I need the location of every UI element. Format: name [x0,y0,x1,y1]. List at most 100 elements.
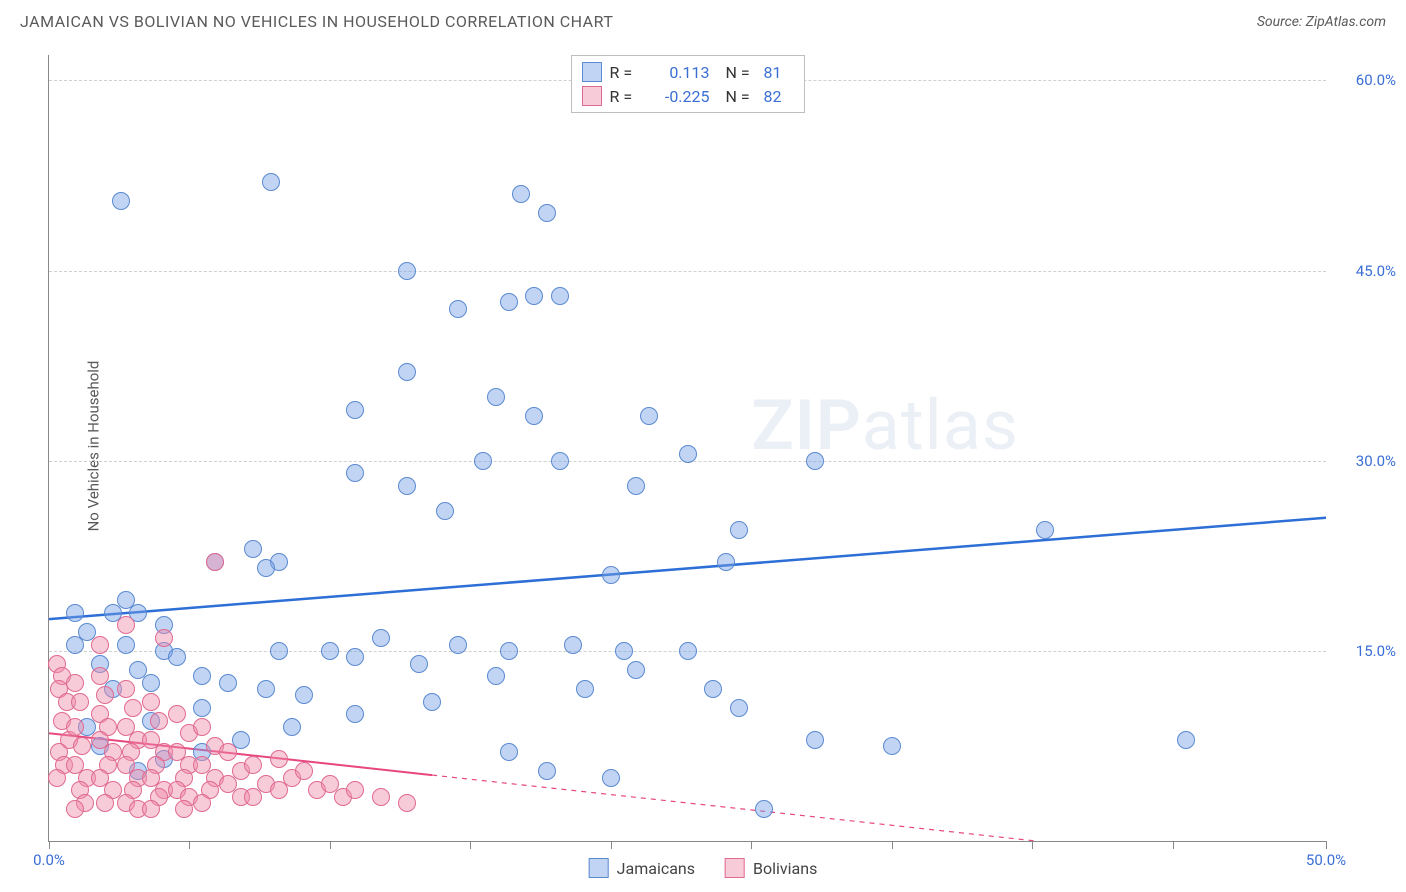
data-point [91,636,109,654]
data-point [512,185,530,203]
data-point [487,667,505,685]
n-value: 82 [764,87,794,106]
data-point [576,680,594,698]
gridline [49,271,1326,272]
stats-legend-row: R =-0.225N =82 [582,84,794,108]
data-point [117,616,135,634]
trend-line-dashed [432,775,1036,841]
chart-title: JAMAICAN VS BOLIVIAN NO VEHICLES IN HOUS… [20,12,613,31]
data-point [66,604,84,622]
header: JAMAICAN VS BOLIVIAN NO VEHICLES IN HOUS… [0,0,1406,39]
data-point [142,693,160,711]
data-point [538,762,556,780]
series-legend: Jamaicans Bolivians [589,858,818,878]
x-tick [892,841,893,849]
data-point [193,667,211,685]
data-point [117,680,135,698]
data-point [270,750,288,768]
data-point [1036,521,1054,539]
data-point [142,674,160,692]
r-label: R = [610,63,642,82]
data-point [270,781,288,799]
data-point [449,300,467,318]
legend-swatch [582,86,602,106]
data-point [155,629,173,647]
data-point [321,642,339,660]
stats-legend: R =0.113N =81R =-0.225N =82 [571,55,805,113]
legend-label: Bolivians [753,859,817,878]
data-point [48,769,66,787]
data-point [346,705,364,723]
y-tick-label: 60.0% [1356,71,1396,89]
data-point [117,591,135,609]
data-point [206,553,224,571]
data-point [436,502,454,520]
data-point [564,636,582,654]
r-label: R = [610,87,642,106]
data-point [717,553,735,571]
data-point [627,661,645,679]
data-point [372,788,390,806]
data-point [346,464,364,482]
x-tick [189,841,190,849]
legend-item: Bolivians [725,858,817,878]
data-point [295,762,313,780]
data-point [346,781,364,799]
data-point [96,686,114,704]
data-point [551,287,569,305]
data-point [66,636,84,654]
x-tick [1326,841,1327,849]
data-point [1177,731,1195,749]
x-tick [611,841,612,849]
data-point [372,629,390,647]
data-point [150,712,168,730]
data-point [602,769,620,787]
n-value: 81 [764,63,794,82]
data-point [244,540,262,558]
data-point [398,477,416,495]
data-point [346,648,364,666]
data-point [538,204,556,222]
data-point [219,674,237,692]
data-point [679,445,697,463]
legend-item: Jamaicans [589,858,695,878]
data-point [71,693,89,711]
data-point [615,642,633,660]
data-point [806,452,824,470]
data-point [244,756,262,774]
data-point [283,718,301,736]
data-point [640,407,658,425]
data-point [73,737,91,755]
data-point [730,699,748,717]
data-point [257,559,275,577]
data-point [525,287,543,305]
r-value: 0.113 [650,63,710,82]
x-tick [1032,841,1033,849]
data-point [257,680,275,698]
data-point [117,636,135,654]
x-tick-label: 50.0% [1306,851,1346,869]
r-value: -0.225 [650,87,710,106]
source-attribution: Source: ZipAtlas.com [1257,14,1386,30]
data-point [66,718,84,736]
data-point [193,699,211,717]
trend-line [49,518,1326,619]
data-point [883,737,901,755]
data-point [806,731,824,749]
data-point [91,667,109,685]
data-point [262,173,280,191]
data-point [679,642,697,660]
data-point [66,674,84,692]
n-label: N = [726,63,756,82]
data-point [168,705,186,723]
x-tick [470,841,471,849]
x-tick [330,841,331,849]
legend-swatch [582,62,602,82]
data-point [704,680,722,698]
watermark-bold: ZIP [751,385,861,467]
data-point [398,794,416,812]
data-point [346,401,364,419]
data-point [175,800,193,818]
data-point [193,794,211,812]
y-tick-label: 45.0% [1356,262,1396,280]
